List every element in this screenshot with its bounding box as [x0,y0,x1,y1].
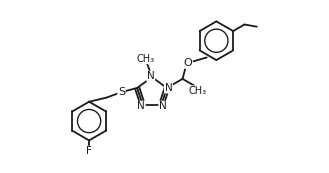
Text: F: F [86,146,92,156]
Text: N: N [164,83,172,93]
Text: N: N [138,101,145,111]
Text: O: O [184,58,192,68]
Text: S: S [118,87,125,97]
Text: N: N [147,71,155,81]
Text: CH₃: CH₃ [137,54,155,64]
Text: N: N [159,101,166,111]
Text: CH₃: CH₃ [188,86,206,96]
